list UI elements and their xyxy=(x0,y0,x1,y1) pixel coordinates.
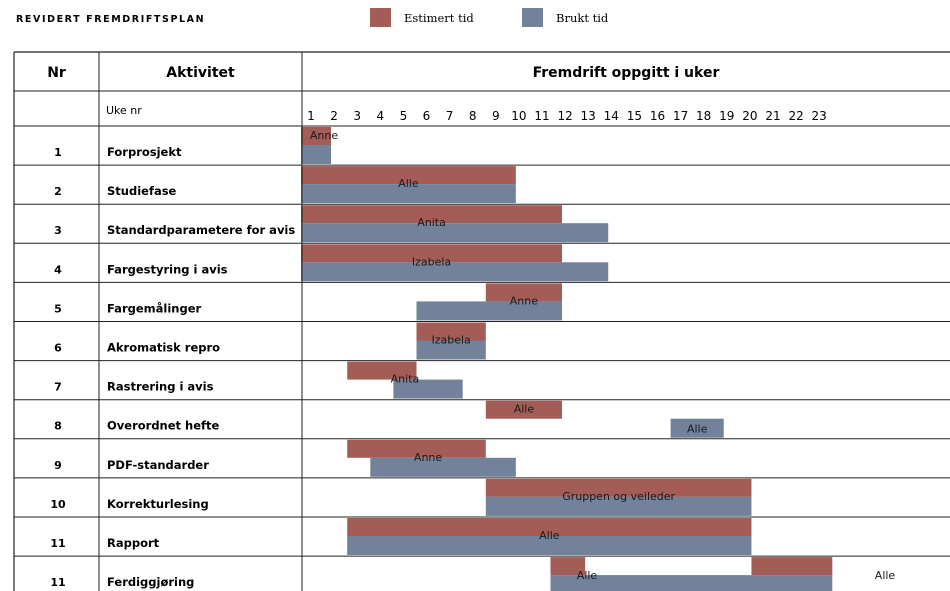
week-tick: 11 xyxy=(534,109,549,123)
header-progress: Fremdrift oppgitt i uker xyxy=(533,65,720,81)
row-nr: 2 xyxy=(54,185,62,198)
row-activity: Rastrering i avis xyxy=(107,380,214,394)
row-nr: 9 xyxy=(54,459,62,472)
row-nr: 6 xyxy=(54,342,62,355)
bar-label: Izabela xyxy=(412,255,451,268)
row-nr: 5 xyxy=(54,302,62,315)
row-activity: Fargestyring i avis xyxy=(107,262,228,276)
week-tick: 1 xyxy=(307,109,315,123)
week-tick: 14 xyxy=(604,109,619,123)
week-tick: 4 xyxy=(376,109,384,123)
week-tick: 3 xyxy=(353,109,361,123)
spent-bar xyxy=(301,262,609,282)
row-nr: 4 xyxy=(54,263,62,276)
estimated-bar xyxy=(485,400,563,419)
bar-label: Alle xyxy=(687,423,708,436)
week-tick: 9 xyxy=(492,109,500,123)
bar-label: Gruppen og veileder xyxy=(562,490,675,503)
row-nr: 7 xyxy=(54,381,62,394)
row-nr: 1 xyxy=(54,146,62,159)
estimated-bar xyxy=(301,127,332,145)
row-activity: PDF-standarder xyxy=(107,458,209,472)
spent-bar xyxy=(370,457,516,477)
week-tick: 2 xyxy=(330,109,338,123)
week-tick: 23 xyxy=(812,109,827,123)
spent-bar xyxy=(301,184,516,204)
estimated-bar xyxy=(550,557,586,576)
estimated-bar xyxy=(347,439,486,458)
row-activity: Standardparametere for avis xyxy=(107,223,295,237)
row-activity: Korrekturlesing xyxy=(107,497,209,511)
week-tick: 16 xyxy=(650,109,665,123)
bar-label: Izabela xyxy=(431,334,470,347)
week-tick: 18 xyxy=(696,109,711,123)
estimated-bar xyxy=(347,361,417,380)
week-tick: 7 xyxy=(446,109,454,123)
header-nr: Nr xyxy=(47,65,66,81)
estimated-bar xyxy=(485,478,752,497)
bar-label: Alle xyxy=(398,177,419,190)
legend-estimated-label: Estimert tid xyxy=(404,10,474,25)
bar-label: Alle xyxy=(577,569,598,582)
week-tick: 6 xyxy=(423,109,431,123)
legend-spent-swatch xyxy=(522,8,543,27)
row-nr: 3 xyxy=(54,224,62,237)
estimated-bar xyxy=(751,557,833,576)
week-tick: 15 xyxy=(627,109,642,123)
week-tick: 20 xyxy=(742,109,757,123)
spent-bar xyxy=(347,536,752,555)
spent-bar xyxy=(416,340,486,360)
page-title: REVIDERT FREMDRIFTSPLAN xyxy=(16,14,206,25)
bar-label: Alle xyxy=(514,403,535,416)
week-tick: 12 xyxy=(557,109,572,123)
estimated-bar xyxy=(485,283,563,302)
legend-estimated: Estimert tid xyxy=(370,8,474,27)
row-nr: 11 xyxy=(50,537,65,550)
week-tick: 8 xyxy=(469,109,477,123)
legend-estimated-swatch xyxy=(370,8,391,27)
bar-label: Anita xyxy=(417,216,446,229)
spent-bar xyxy=(301,145,332,164)
legend-spent-label: Brukt tid xyxy=(556,10,609,25)
spent-bar xyxy=(416,301,563,321)
header-activity: Aktivitet xyxy=(166,65,235,81)
estimated-bar xyxy=(301,205,563,224)
estimated-bar xyxy=(301,166,516,185)
week-tick: 19 xyxy=(719,109,734,123)
row-activity: Studiefase xyxy=(107,184,177,198)
week-tick: 22 xyxy=(788,109,803,123)
spent-bar xyxy=(485,496,752,516)
row-activity: Forprosjekt xyxy=(107,145,182,159)
estimated-bar xyxy=(416,322,486,341)
row-activity: Rapport xyxy=(107,536,160,550)
week-tick: 5 xyxy=(400,109,408,123)
week-tick: 21 xyxy=(765,109,780,123)
row-nr: 11 xyxy=(50,576,65,589)
row-activity: Akromatisk repro xyxy=(107,341,220,355)
bar-label: Alle xyxy=(875,569,896,582)
bar-label: Anita xyxy=(391,373,420,386)
estimated-bar xyxy=(301,244,563,263)
row-activity: Overordnet hefte xyxy=(107,419,220,433)
spent-bar xyxy=(670,418,724,438)
row-nr: 10 xyxy=(50,498,66,511)
spent-bar xyxy=(301,223,609,243)
bar-label: Anne xyxy=(510,294,538,307)
legend-spent: Brukt tid xyxy=(522,8,608,27)
row-activity: Fargemålinger xyxy=(107,301,201,315)
week-tick: 17 xyxy=(673,109,688,123)
week-label: Uke nr xyxy=(106,104,142,117)
bar-label: Anne xyxy=(414,451,442,464)
bar-label: Anne xyxy=(310,129,338,142)
spent-bar xyxy=(550,575,833,591)
row-nr: 8 xyxy=(54,420,62,433)
week-tick: 10 xyxy=(511,109,526,123)
row-activity: Ferdiggjøring xyxy=(107,575,194,589)
bar-label: Alle xyxy=(539,529,560,542)
week-tick: 13 xyxy=(581,109,596,123)
spent-bar xyxy=(393,379,463,399)
estimated-bar xyxy=(347,518,752,536)
